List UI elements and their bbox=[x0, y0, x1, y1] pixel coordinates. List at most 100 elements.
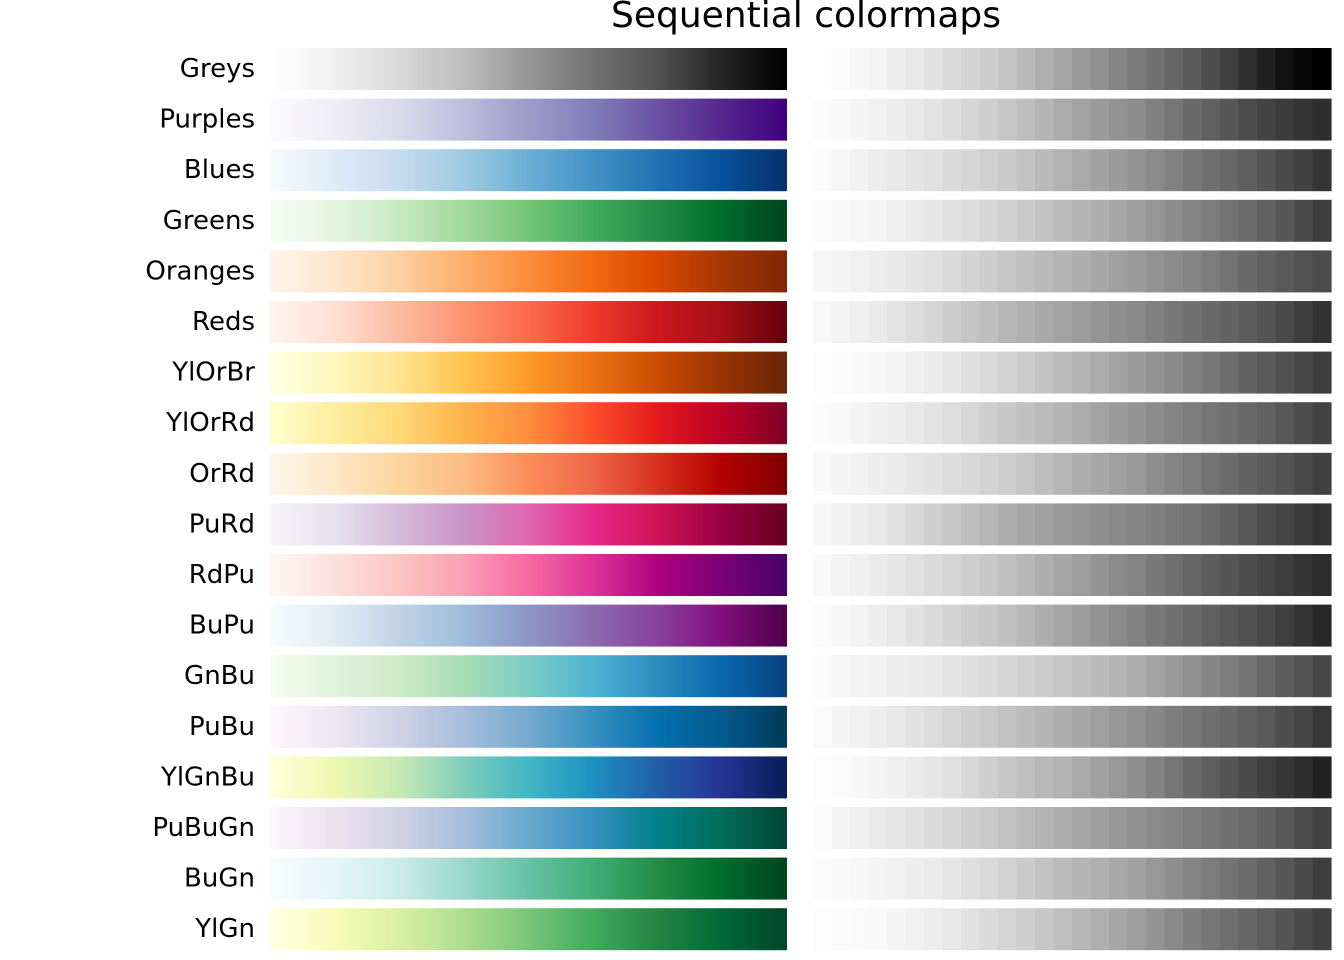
lightness-slice bbox=[961, 199, 981, 242]
lightness-slice bbox=[1053, 503, 1073, 546]
lightness-slice bbox=[1072, 554, 1092, 596]
lightness-slice bbox=[1072, 756, 1092, 799]
lightness-slice bbox=[868, 857, 888, 900]
lightness-slice bbox=[813, 908, 833, 951]
lightness-slice bbox=[1109, 48, 1129, 90]
lightness-slice bbox=[1072, 857, 1092, 900]
lightness-slice bbox=[924, 857, 944, 900]
lightness-slice bbox=[887, 756, 907, 799]
colormap-gradient-bar bbox=[270, 705, 787, 748]
lightness-slice bbox=[887, 199, 907, 242]
lightness-slice bbox=[831, 452, 851, 495]
lightness-slice bbox=[1294, 908, 1314, 951]
lightness-slice bbox=[1146, 149, 1166, 192]
lightness-slice bbox=[850, 250, 870, 293]
colormap-name-label: OrRd bbox=[189, 459, 255, 489]
lightness-slice bbox=[1183, 48, 1203, 90]
lightness-gray-bar bbox=[813, 554, 1332, 596]
colormap-row: OrRd bbox=[189, 452, 1332, 495]
lightness-slice bbox=[998, 351, 1018, 394]
lightness-slice bbox=[1146, 452, 1166, 495]
colormap-name-label: Oranges bbox=[145, 256, 255, 286]
lightness-slice bbox=[1146, 705, 1166, 748]
lightness-slice bbox=[1090, 908, 1110, 951]
lightness-slice bbox=[1312, 351, 1332, 394]
colormap-name-label: Greys bbox=[180, 54, 255, 84]
lightness-slice bbox=[1146, 250, 1166, 293]
lightness-slice bbox=[1109, 756, 1129, 799]
lightness-slice bbox=[998, 48, 1018, 90]
lightness-slice bbox=[1238, 351, 1258, 394]
lightness-slice bbox=[868, 655, 888, 698]
lightness-slice bbox=[1109, 351, 1129, 394]
lightness-slice bbox=[1127, 149, 1147, 192]
lightness-slice bbox=[1275, 48, 1295, 90]
lightness-slice bbox=[1201, 149, 1221, 192]
lightness-slice bbox=[887, 149, 907, 192]
lightness-slice bbox=[1183, 807, 1203, 849]
colormap-name-label: Purples bbox=[159, 105, 255, 135]
lightness-slice bbox=[1109, 452, 1129, 495]
lightness-slice bbox=[1090, 48, 1110, 90]
lightness-slice bbox=[961, 301, 981, 343]
lightness-slice bbox=[868, 402, 888, 445]
lightness-slice bbox=[1257, 199, 1277, 242]
lightness-slice bbox=[1146, 857, 1166, 900]
colormap-name-label: Blues bbox=[184, 155, 255, 185]
lightness-gray-bar bbox=[813, 655, 1332, 698]
lightness-slice bbox=[813, 756, 833, 799]
lightness-slice bbox=[1312, 756, 1332, 799]
lightness-slice bbox=[1164, 554, 1184, 596]
lightness-slice bbox=[1072, 48, 1092, 90]
lightness-slice bbox=[1035, 402, 1055, 445]
lightness-slice bbox=[1016, 503, 1036, 546]
lightness-slice bbox=[813, 807, 833, 849]
lightness-slice bbox=[1164, 503, 1184, 546]
lightness-slice bbox=[868, 351, 888, 394]
lightness-slice bbox=[868, 149, 888, 192]
lightness-slice bbox=[1275, 199, 1295, 242]
lightness-slice bbox=[831, 301, 851, 343]
colormap-row: RdPu bbox=[189, 554, 1332, 596]
lightness-slice bbox=[905, 98, 925, 141]
lightness-slice bbox=[905, 705, 925, 748]
lightness-slice bbox=[979, 149, 999, 192]
lightness-slice bbox=[887, 98, 907, 141]
lightness-slice bbox=[1312, 655, 1332, 698]
colormap-row: YlGnBu bbox=[160, 756, 1332, 799]
lightness-slice bbox=[831, 655, 851, 698]
lightness-slice bbox=[1275, 655, 1295, 698]
lightness-slice bbox=[1294, 98, 1314, 141]
lightness-slice bbox=[1035, 604, 1055, 647]
colormap-gradient-bar bbox=[270, 908, 787, 951]
lightness-slice bbox=[1146, 756, 1166, 799]
lightness-slice bbox=[1072, 199, 1092, 242]
lightness-slice bbox=[868, 199, 888, 242]
lightness-slice bbox=[1090, 554, 1110, 596]
lightness-slice bbox=[998, 807, 1018, 849]
lightness-slice bbox=[1053, 554, 1073, 596]
lightness-slice bbox=[924, 48, 944, 90]
lightness-slice bbox=[1035, 351, 1055, 394]
lightness-slice bbox=[1072, 301, 1092, 343]
lightness-slice bbox=[1127, 301, 1147, 343]
lightness-slice bbox=[868, 807, 888, 849]
lightness-slice bbox=[1016, 48, 1036, 90]
lightness-slice bbox=[850, 149, 870, 192]
lightness-slice bbox=[1238, 554, 1258, 596]
lightness-slice bbox=[979, 756, 999, 799]
lightness-slice bbox=[1201, 756, 1221, 799]
lightness-slice bbox=[1294, 301, 1314, 343]
lightness-slice bbox=[1294, 250, 1314, 293]
lightness-slice bbox=[1164, 402, 1184, 445]
lightness-slice bbox=[942, 554, 962, 596]
lightness-slice bbox=[998, 250, 1018, 293]
lightness-slice bbox=[1183, 452, 1203, 495]
lightness-slice bbox=[813, 857, 833, 900]
lightness-slice bbox=[813, 452, 833, 495]
lightness-slice bbox=[1183, 149, 1203, 192]
lightness-slice bbox=[1146, 199, 1166, 242]
lightness-slice bbox=[1201, 655, 1221, 698]
lightness-slice bbox=[979, 452, 999, 495]
lightness-slice bbox=[1238, 402, 1258, 445]
